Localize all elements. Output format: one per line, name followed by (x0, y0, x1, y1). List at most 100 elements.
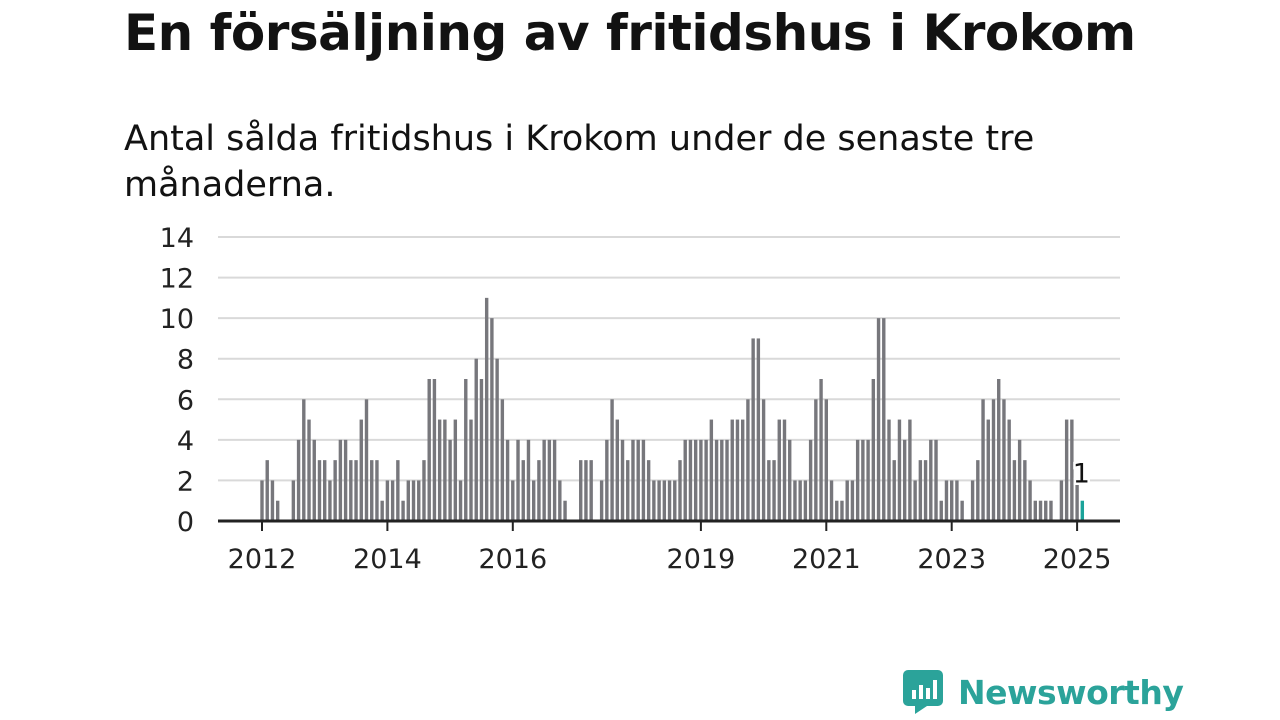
y-tick-label: 2 (177, 466, 194, 497)
bar (735, 419, 740, 521)
bar (761, 399, 766, 521)
bar (1023, 460, 1027, 521)
bar (364, 399, 369, 521)
y-tick-label: 6 (177, 385, 194, 416)
bar (1075, 480, 1079, 521)
bar (427, 379, 431, 521)
bar (526, 439, 531, 521)
bar (782, 419, 787, 521)
bar (652, 480, 656, 521)
x-tick-label: 2023 (917, 544, 986, 575)
bar (521, 460, 525, 521)
bar (443, 419, 447, 521)
bar (1038, 500, 1043, 521)
bar (584, 460, 588, 521)
bar (960, 500, 964, 521)
bar (406, 480, 410, 521)
bar (798, 480, 802, 521)
bar (986, 419, 990, 521)
bar (620, 439, 625, 521)
bar (464, 379, 468, 521)
bar (453, 419, 458, 521)
x-axis-ticks: 2012 2014 2016 2019 2021 2023 2025 (228, 521, 1111, 575)
bar (944, 480, 949, 521)
bar (610, 399, 614, 521)
bar (767, 460, 771, 521)
bar (970, 480, 975, 521)
y-tick-label: 14 (160, 223, 194, 254)
y-axis-ticks: 0 2 4 6 8 10 12 14 (160, 223, 194, 538)
bar (866, 439, 870, 521)
bar (333, 460, 337, 521)
bar (991, 399, 996, 521)
bar (756, 338, 761, 521)
bar (448, 439, 452, 521)
bar (469, 419, 473, 521)
bar (641, 439, 646, 521)
bar (599, 480, 604, 521)
bar (558, 480, 562, 521)
bar (396, 460, 400, 521)
bar (730, 419, 734, 521)
bar (751, 338, 755, 521)
bar (662, 480, 667, 521)
bar (474, 358, 478, 521)
y-tick-label: 4 (177, 426, 194, 457)
bar (275, 500, 280, 521)
bar (819, 379, 823, 521)
bar (547, 439, 552, 521)
bar (824, 399, 828, 521)
bar (725, 439, 729, 521)
bar (908, 419, 912, 521)
bar (1044, 500, 1048, 521)
x-tick-label: 2014 (353, 544, 422, 575)
x-tick-label: 2021 (792, 544, 861, 575)
bar (338, 439, 343, 521)
bar (401, 500, 405, 521)
bar (296, 439, 301, 521)
x-tick-label: 2019 (667, 544, 736, 575)
bar (845, 480, 849, 521)
bar (343, 439, 348, 521)
bar (542, 439, 546, 521)
bar (490, 318, 494, 521)
bar (328, 480, 332, 521)
bar (720, 439, 724, 521)
bar (631, 439, 635, 521)
bar (882, 318, 886, 521)
bar (714, 439, 719, 521)
bar (291, 480, 296, 521)
bar (589, 460, 593, 521)
bar-highlight (1080, 500, 1085, 521)
bar (939, 500, 943, 521)
bar (302, 399, 306, 521)
bar (923, 460, 928, 521)
bar (929, 439, 933, 521)
x-tick-label: 2012 (228, 544, 297, 575)
bar (354, 460, 358, 521)
y-tick-label: 10 (160, 304, 194, 335)
bar (1007, 419, 1011, 521)
bar (437, 419, 442, 521)
bar (432, 379, 437, 521)
y-tick-label: 8 (177, 345, 194, 376)
bar (500, 399, 505, 521)
bar (741, 419, 745, 521)
bar (563, 500, 567, 521)
bar (850, 480, 855, 521)
bar (902, 439, 907, 521)
bar (349, 460, 353, 521)
bar (678, 460, 682, 521)
bar (1002, 399, 1006, 521)
bar (1064, 419, 1069, 521)
bar (1017, 439, 1022, 521)
bar (532, 480, 536, 521)
bar (835, 500, 839, 521)
bar (950, 480, 954, 521)
bar (887, 419, 891, 521)
chart-subtitle: Antal sålda fritidshus i Krokom under de… (124, 119, 1035, 205)
bar (997, 379, 1001, 521)
bar (1049, 500, 1053, 521)
bar (422, 460, 426, 521)
